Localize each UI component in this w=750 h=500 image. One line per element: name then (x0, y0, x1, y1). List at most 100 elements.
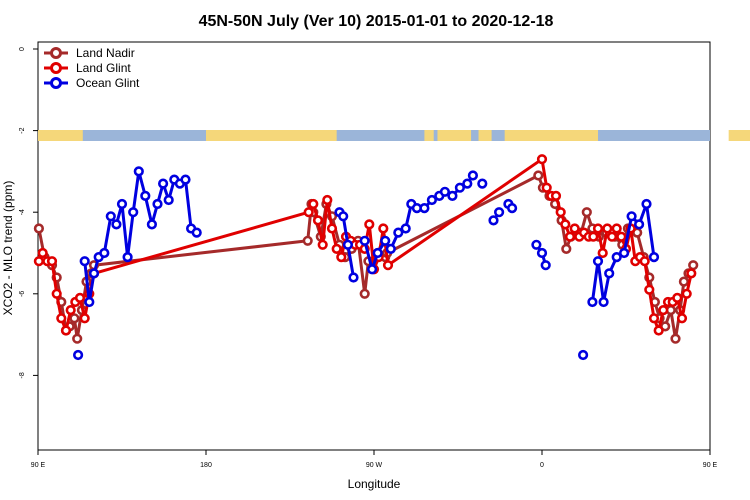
data-point (191, 227, 202, 238)
data-point (359, 235, 370, 246)
data-point (128, 207, 139, 218)
data-point (72, 333, 83, 344)
data-point (378, 223, 389, 234)
data-point (602, 223, 613, 234)
legend-item-ocean-glint: Ocean Glint (44, 76, 140, 90)
data-point (79, 313, 90, 324)
data-point (382, 260, 394, 271)
x-axis-label: Longitude (348, 477, 401, 491)
data-point (588, 231, 599, 242)
data-point (367, 264, 378, 275)
strip-land (478, 130, 492, 141)
series-ocean-glint (72, 166, 660, 361)
strip-land (437, 130, 472, 141)
data-point (688, 260, 699, 271)
x-tick-label: 90 W (366, 462, 383, 469)
data-point (676, 313, 688, 324)
series-line (83, 169, 198, 304)
y-tick-label: -4 (19, 209, 26, 215)
data-point (633, 219, 645, 230)
y-tick-label: 0 (19, 47, 26, 51)
data-point (372, 247, 383, 259)
y-tick-label: -2 (19, 127, 26, 133)
data-point (569, 223, 580, 234)
legend-label-land-nadir: Land Nadir (76, 46, 135, 60)
data-point (648, 313, 660, 324)
strip-land (206, 130, 337, 141)
strip-ocean (38, 130, 710, 141)
data-point (338, 211, 349, 222)
data-point (648, 252, 660, 263)
data-point (84, 296, 95, 308)
data-point (467, 170, 479, 181)
data-point (592, 223, 604, 234)
data-point (65, 305, 76, 316)
data-point (670, 333, 681, 344)
plot-frame (37, 41, 711, 451)
chart-title: 45N-50N July (Ver 10) 2015-01-01 to 2020… (199, 13, 554, 30)
data-point (536, 247, 548, 259)
data-point (111, 219, 122, 230)
data-point (336, 252, 347, 263)
data-point (56, 313, 67, 324)
land-ocean-strip (38, 130, 750, 141)
data-point (447, 190, 458, 201)
legend-label-ocean-glint: Ocean Glint (76, 76, 140, 90)
data-point (477, 178, 488, 189)
data-point (146, 219, 157, 230)
data-point (317, 239, 328, 250)
data-point (681, 288, 692, 299)
legend-item-land-nadir: Land Nadir (44, 46, 135, 60)
data-point (426, 194, 438, 206)
y-axis: 0 -2 -4 -6 -8 (19, 47, 38, 379)
data-point (74, 292, 86, 304)
data-point (540, 260, 551, 271)
legend-label-land-glint: Land Glint (76, 61, 131, 75)
data-point (133, 166, 144, 177)
data-point (116, 198, 128, 210)
data-point (577, 349, 589, 361)
data-point (302, 235, 313, 246)
data-point (163, 194, 174, 206)
data-point (555, 207, 566, 218)
data-point (122, 252, 133, 263)
data-point (72, 349, 84, 361)
x-tick-label: 0 (540, 462, 544, 469)
strip-land (38, 130, 83, 141)
data-point (322, 194, 333, 206)
legend-swatch-marker (50, 47, 62, 59)
data-point (46, 256, 58, 267)
data-point (550, 190, 562, 201)
data-point (536, 154, 548, 165)
data-point (140, 190, 151, 201)
data-point (592, 256, 604, 267)
data-point (533, 170, 544, 181)
data-point (79, 256, 90, 267)
data-point (419, 203, 430, 214)
data-point (653, 325, 664, 336)
y-tick-label: -8 (19, 372, 26, 378)
data-point (560, 219, 571, 230)
data-point (105, 211, 116, 222)
data-point (69, 313, 80, 324)
data-point (678, 276, 690, 287)
data-point (541, 182, 552, 193)
data-point (88, 268, 100, 279)
data-point (60, 325, 72, 336)
strip-land (504, 130, 598, 141)
data-point (364, 219, 375, 230)
data-point (506, 203, 518, 214)
data-point (393, 227, 404, 238)
x-axis: 90 E 180 90 W 0 90 E (31, 450, 718, 469)
data-point (604, 268, 615, 279)
data-point (618, 247, 630, 259)
data-point (686, 268, 697, 279)
data-point (564, 231, 576, 242)
data-point (611, 223, 622, 234)
data-point (606, 231, 618, 242)
data-point (616, 231, 627, 242)
data-point (531, 239, 542, 250)
data-point (439, 186, 451, 197)
x-tick-label: 90 E (703, 462, 718, 469)
data-point (51, 288, 62, 299)
